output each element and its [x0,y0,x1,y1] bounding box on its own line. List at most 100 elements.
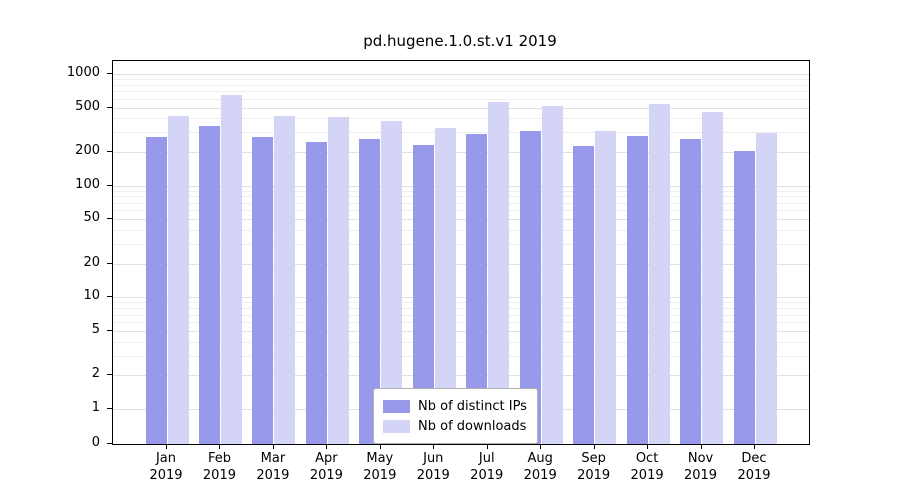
gridline-major [113,107,809,109]
x-tick-mark [700,444,702,449]
gridline-major [113,219,809,221]
x-tick-label: Sep 2019 [577,451,611,483]
gridline-minor [113,308,809,310]
y-tick-mark [107,218,112,220]
y-tick-mark [107,262,112,264]
bar-distinct-ips-jan [145,137,167,444]
y-tick-mark [107,72,112,74]
gridline-minor [113,196,809,198]
bar-downloads-jan [167,115,189,444]
x-tick-mark [379,444,381,449]
y-tick-label: 100 [75,176,100,192]
legend-item-distinct-ips: Nb of distinct IPs [383,396,527,416]
bar-downloads-sep [595,130,617,444]
bar-downloads-mar [274,115,296,444]
y-tick-label: 1 [91,400,100,415]
y-tick-mark [107,374,112,376]
gridline-minor [113,230,809,232]
gridline-minor [113,190,809,192]
legend-swatch-distinct-ips-icon [383,399,410,413]
legend-label-downloads: Nb of downloads [418,418,527,434]
x-tick-mark [540,444,542,449]
bar-downloads-nov [702,112,724,444]
x-tick-label: Aug 2019 [523,451,557,483]
gridline-minor [113,341,809,343]
bar-distinct-ips-dec [733,150,755,444]
x-tick-mark [754,444,755,449]
bar-distinct-ips-jun [412,145,434,444]
gridline-minor [113,132,809,134]
bar-distinct-ips-mar [252,137,274,444]
legend-item-downloads: Nb of downloads [383,416,527,436]
bar-downloads-jun [434,127,456,444]
x-tick-label: Feb 2019 [202,451,236,483]
gridline-minor [113,118,809,120]
bar-downloads-feb [220,94,242,444]
y-tick-label: 10 [83,288,100,304]
gridline-minor [113,79,809,80]
x-tick-mark [433,444,435,449]
gridline-minor [113,202,809,204]
y-tick-label: 1000 [66,64,100,80]
gridline-minor [113,314,809,316]
legend-label-distinct-ips: Nb of distinct IPs [418,398,527,414]
x-tick-label: Oct 2019 [630,451,664,483]
x-tick-label: Dec 2019 [737,451,771,483]
bar-downloads-aug [541,105,563,444]
y-tick-label: 200 [75,142,100,158]
gridline-major [113,151,809,153]
bar-downloads-oct [648,103,670,444]
gridline-minor [113,302,809,304]
bar-downloads-dec [755,133,777,444]
y-tick-mark [107,443,112,444]
gridline-minor [113,91,809,93]
plot-area: Nb of distinct IPs Nb of downloads [112,60,810,445]
gridline-major [113,330,809,332]
x-tick-label: Jun 2019 [416,451,450,483]
y-tick-mark [107,408,112,409]
bar-downloads-jul [488,102,510,444]
bar-distinct-ips-feb [198,125,220,444]
x-tick-mark [326,444,328,449]
gridline-minor [113,244,809,245]
gridline-major [113,185,809,187]
gridline-minor [113,355,809,357]
y-tick-mark [107,329,112,331]
x-tick-mark [219,444,221,449]
y-tick-label: 2 [91,366,100,382]
bar-distinct-ips-may [359,139,381,444]
x-tick-label: Jul 2019 [470,451,504,483]
bar-distinct-ips-oct [626,135,648,444]
x-tick-label: Jan 2019 [149,451,183,483]
x-tick-label: May 2019 [363,451,397,483]
gridline-minor [113,210,809,212]
y-tick-label: 0 [91,435,100,450]
chart-title: pd.hugene.1.0.st.v1 2019 [363,32,557,50]
bar-distinct-ips-apr [305,142,327,444]
y-tick-mark [107,150,112,152]
y-tick-label: 5 [91,321,100,337]
x-tick-mark [272,444,274,449]
bar-downloads-apr [327,117,349,444]
y-tick-mark [107,296,112,298]
gridline-major [113,375,809,377]
x-tick-mark [593,444,595,449]
bar-distinct-ips-jul [466,133,488,444]
x-tick-label: Mar 2019 [256,451,290,483]
gridline-major [113,73,809,75]
x-tick-mark [166,444,167,449]
y-tick-mark [107,106,112,108]
legend-swatch-downloads-icon [383,419,410,433]
gridline-major [113,297,809,299]
x-tick-label: Nov 2019 [683,451,718,483]
x-tick-label: Apr 2019 [309,451,343,483]
y-tick-mark [107,184,112,186]
legend: Nb of distinct IPs Nb of downloads [373,388,538,444]
bar-distinct-ips-aug [519,130,541,444]
x-tick-mark [647,444,649,449]
x-tick-mark [486,444,488,449]
y-tick-label: 20 [83,254,100,270]
y-tick-label: 50 [83,210,100,226]
gridline-minor [113,84,809,86]
